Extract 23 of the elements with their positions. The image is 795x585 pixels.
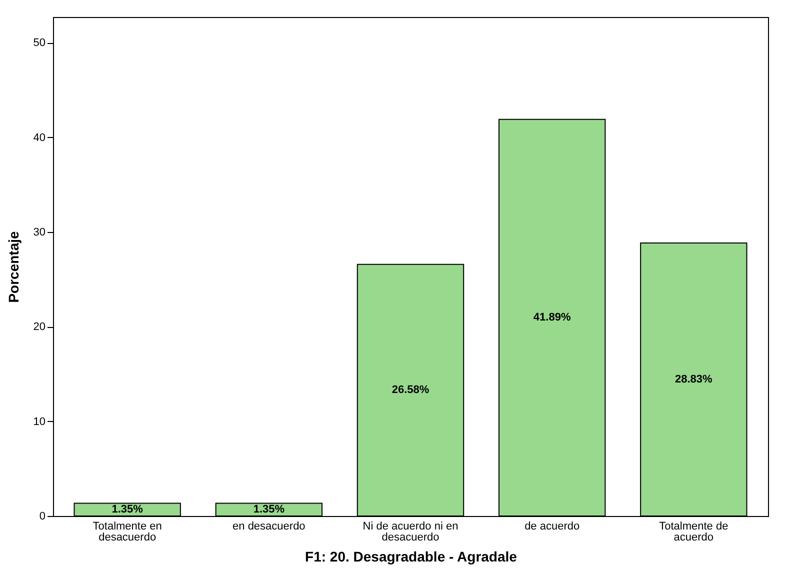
y-tick-label: 0 bbox=[39, 510, 46, 522]
y-tick-label: 40 bbox=[33, 132, 46, 144]
data-label: 1.35% bbox=[112, 504, 144, 516]
bar bbox=[215, 502, 323, 516]
x-tick-label: de acuerdo bbox=[524, 520, 580, 532]
x-axis-title: F1: 20. Desagradable - Agradale bbox=[305, 548, 518, 564]
y-tick-label: 50 bbox=[33, 37, 46, 50]
bar bbox=[74, 502, 181, 516]
data-label: 28.83% bbox=[675, 374, 713, 386]
x-tick-label: Totalmente de acuerdo bbox=[659, 520, 728, 544]
x-tick-label: Totalmente en desacuerdo bbox=[92, 520, 162, 544]
bar bbox=[640, 242, 748, 516]
bar bbox=[498, 118, 606, 516]
y-axis-title: Porcentaje bbox=[5, 230, 22, 303]
x-tick-label: en desacuerdo bbox=[232, 520, 306, 532]
y-tick-label: 20 bbox=[33, 321, 46, 334]
data-label: 1.35% bbox=[253, 504, 285, 516]
x-tick-label: Ni de acuerdo ni en desacuerdo bbox=[362, 520, 458, 544]
y-tick-label: 30 bbox=[33, 226, 46, 238]
data-label: 26.58% bbox=[392, 384, 430, 396]
data-label: 41.89% bbox=[533, 312, 571, 324]
bar bbox=[356, 264, 464, 516]
y-tick-label: 10 bbox=[33, 416, 46, 428]
